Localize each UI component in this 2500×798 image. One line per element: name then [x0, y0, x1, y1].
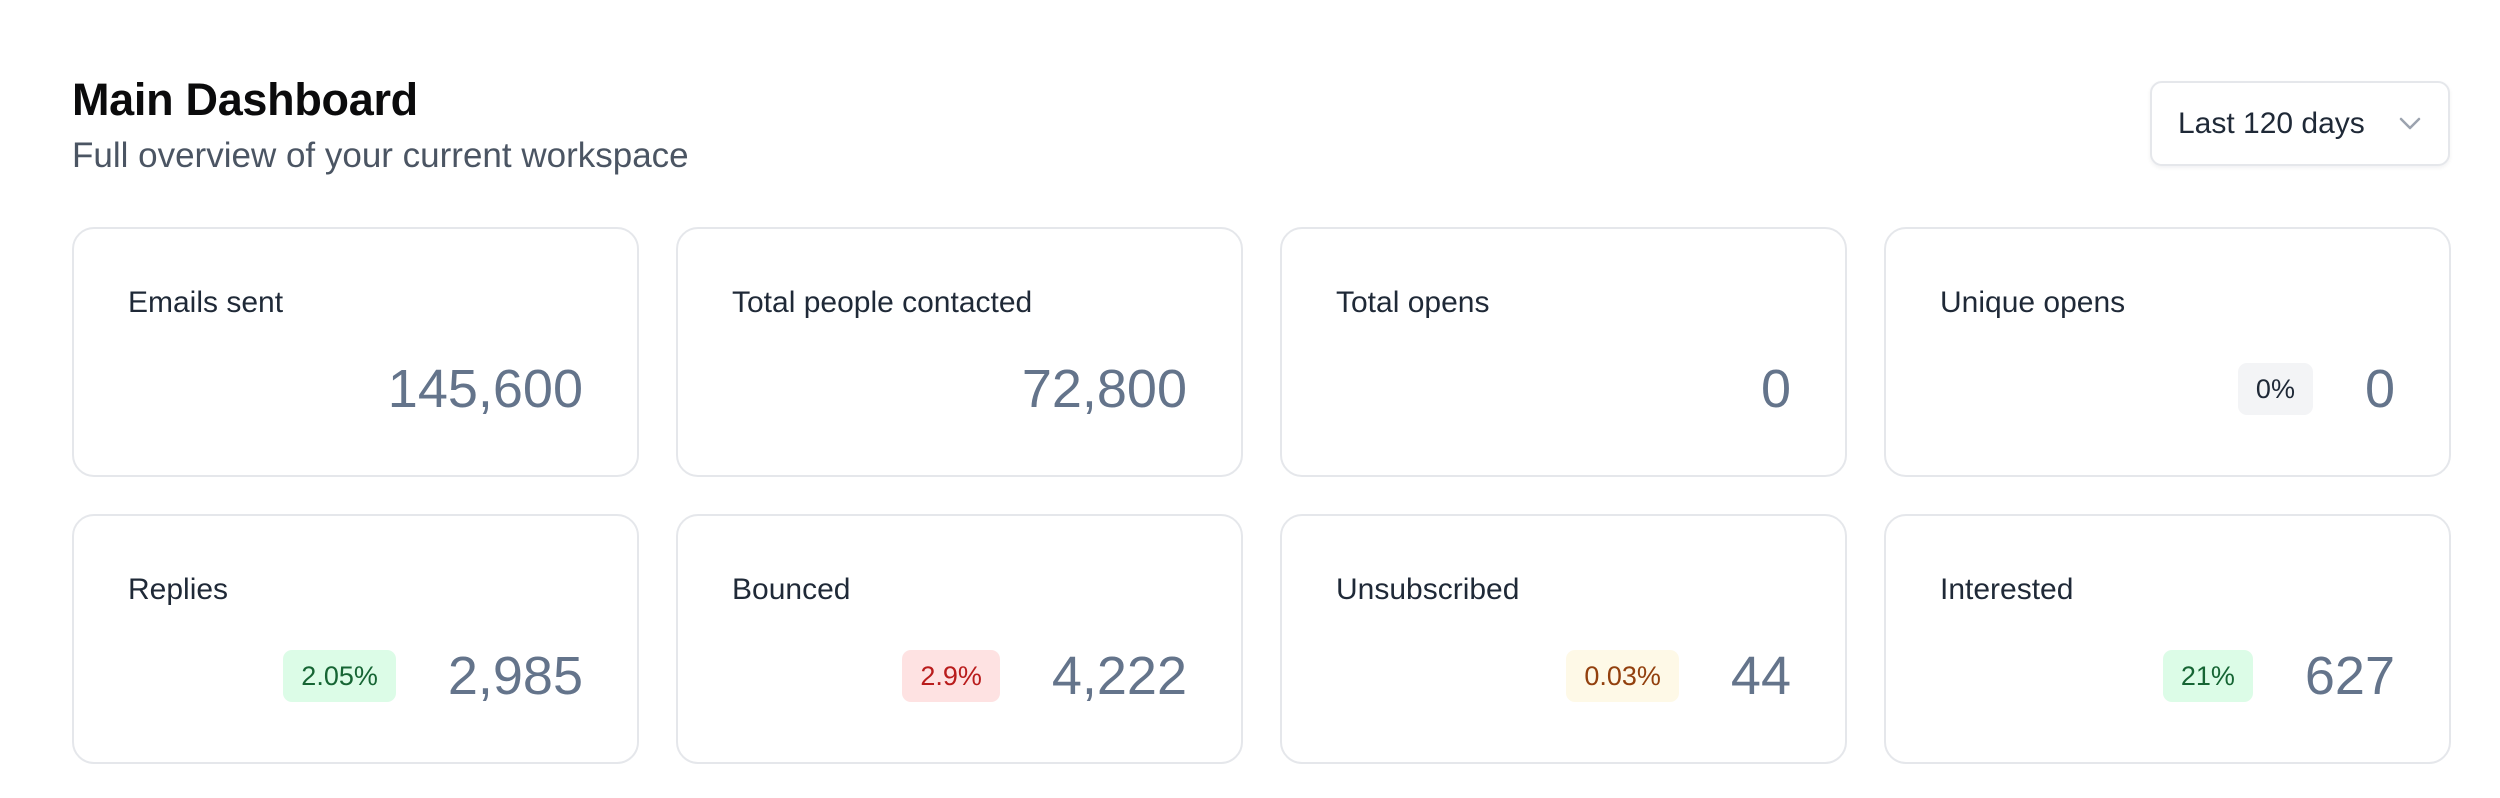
page-title: Main Dashboard	[72, 74, 418, 125]
stats-grid: Emails sent 145,600 Total people contacted…	[72, 227, 2452, 764]
stat-value-row: 2.9% 4,222	[902, 646, 1187, 706]
date-range-value: Last 120 days	[2178, 106, 2365, 140]
stat-value: 0	[2364, 359, 2395, 419]
stat-card: Unsubscribed 0.03% 44	[1280, 514, 1847, 764]
stat-value: 0	[1760, 359, 1791, 419]
stat-label: Interested	[1940, 573, 2074, 606]
stat-value-row: 0.03% 44	[1566, 646, 1791, 706]
stat-value: 145,600	[387, 359, 583, 419]
percent-badge: 0%	[2237, 363, 2313, 415]
stat-value-row: 145,600	[388, 359, 583, 419]
stat-label: Emails sent	[128, 286, 284, 319]
stat-value-row: 21% 627	[2162, 646, 2395, 706]
stat-value: 4,222	[1051, 646, 1187, 706]
stat-card: Total people contacted 72,800	[676, 227, 1243, 477]
stat-card: Total opens 0	[1280, 227, 1847, 477]
stat-value: 44	[1730, 646, 1791, 706]
stat-label: Unique opens	[1940, 286, 2126, 319]
percent-badge: 0.03%	[1566, 650, 1679, 702]
stat-label: Replies	[128, 573, 229, 606]
page-subtitle: Full overview of your current workspace	[72, 136, 689, 175]
stat-value-row: 72,800	[1022, 359, 1187, 419]
page-header: Main Dashboard Full overview of your cur…	[72, 72, 689, 178]
stat-value-row: 0	[1761, 359, 1791, 419]
stat-label: Bounced	[732, 573, 851, 606]
stat-label: Total people contacted	[732, 286, 1033, 319]
date-range-select[interactable]: Last 120 days	[2150, 81, 2450, 166]
stat-card: Unique opens 0% 0	[1884, 227, 2451, 477]
percent-badge: 2.05%	[283, 650, 396, 702]
percent-badge: 2.9%	[902, 650, 1000, 702]
stat-value-row: 0% 0	[2237, 359, 2395, 419]
stat-value-row: 2.05% 2,985	[283, 646, 583, 706]
stat-label: Total opens	[1336, 286, 1490, 319]
stat-card: Replies 2.05% 2,985	[72, 514, 639, 764]
stat-value: 2,985	[447, 646, 583, 706]
stat-card: Interested 21% 627	[1884, 514, 2451, 764]
chevron-down-icon	[2398, 112, 2422, 136]
stat-label: Unsubscribed	[1336, 573, 1520, 606]
stat-card: Bounced 2.9% 4,222	[676, 514, 1243, 764]
stat-card: Emails sent 145,600	[72, 227, 639, 477]
percent-badge: 21%	[2162, 650, 2253, 702]
stat-value: 72,800	[1021, 359, 1187, 419]
stat-value: 627	[2304, 646, 2395, 706]
